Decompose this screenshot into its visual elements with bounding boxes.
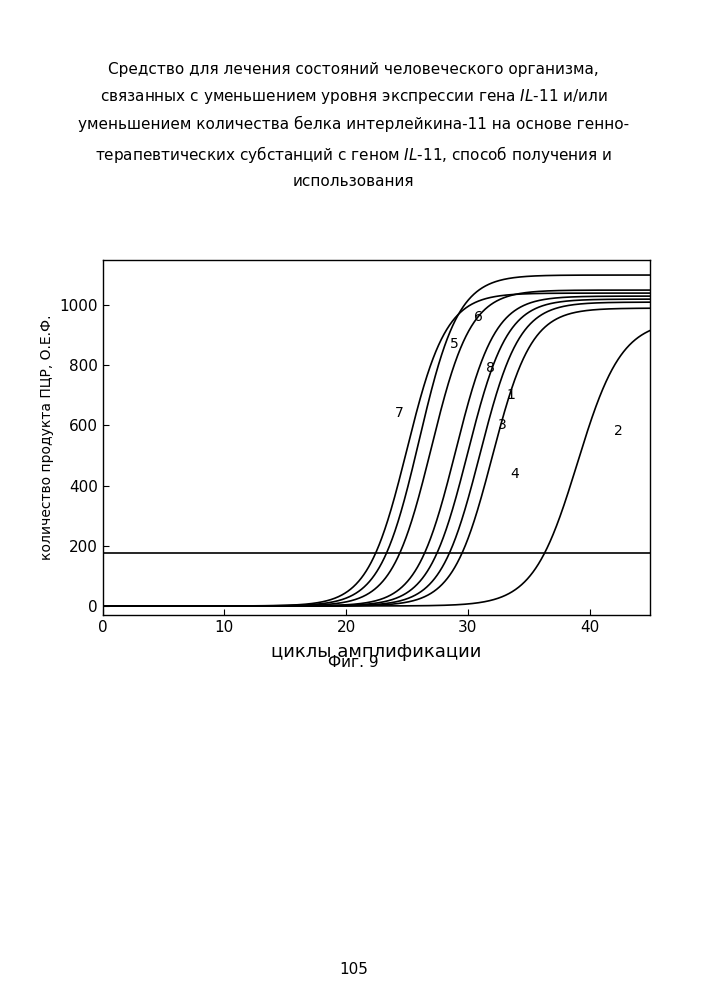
Text: 105: 105 xyxy=(339,962,368,978)
Text: 5: 5 xyxy=(450,337,458,351)
X-axis label: циклы амплификации: циклы амплификации xyxy=(271,643,481,661)
Text: Средство для лечения состояний человеческого организма,
связанных с уменьшением : Средство для лечения состояний человечес… xyxy=(78,62,629,189)
Y-axis label: количество продукта ПЦР, О.Е.Ф.: количество продукта ПЦР, О.Е.Ф. xyxy=(40,315,54,560)
Text: 2: 2 xyxy=(614,424,623,438)
Text: 3: 3 xyxy=(498,418,507,432)
Text: 8: 8 xyxy=(486,361,495,375)
Text: 6: 6 xyxy=(474,310,483,324)
Text: Фиг. 9: Фиг. 9 xyxy=(328,655,379,670)
Text: 7: 7 xyxy=(395,406,404,420)
Text: 1: 1 xyxy=(507,388,515,402)
Text: 4: 4 xyxy=(510,467,519,481)
